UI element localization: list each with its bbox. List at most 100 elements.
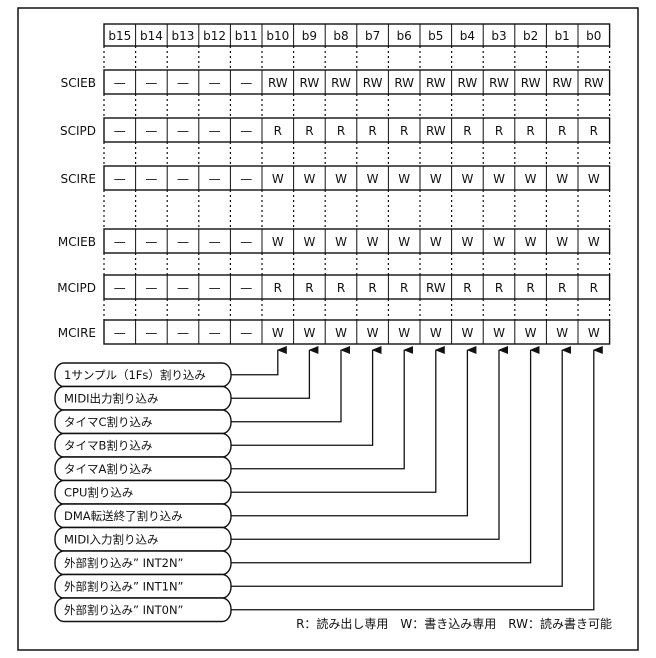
bit-cell-b9: R	[305, 124, 313, 138]
interrupt-source: 1サンプル（1Fs）割り込み	[54, 346, 287, 388]
bit-cell-b9: W	[303, 326, 315, 340]
bit-cell-b1: W	[556, 235, 568, 249]
bit-cell-b0: W	[588, 235, 600, 249]
bit-cell-b13: —	[177, 76, 189, 90]
bit-cell-b8: RW	[331, 76, 351, 90]
bit-cell-b12: —	[209, 172, 221, 186]
bit-cell-b6: W	[398, 326, 410, 340]
bit-cell-b13: —	[177, 281, 189, 295]
bit-cell-b0: W	[588, 326, 600, 340]
interrupt-source: タイマB割り込み	[54, 346, 382, 458]
bit-header-b8: b8	[333, 29, 348, 43]
bit-cell-b3: W	[493, 326, 505, 340]
interrupt-source: MIDI出力割り込み	[54, 346, 319, 411]
bit-cell-b0: R	[590, 281, 598, 295]
register-row-mcieb: MCIEB — — — — — W W W W W W W W W W W	[58, 228, 611, 254]
connector-arrow-b3	[231, 346, 508, 540]
connector-arrow-b4	[231, 346, 477, 517]
bit-cell-b3: R	[495, 281, 503, 295]
bit-cell-b5: W	[430, 326, 442, 340]
bit-cell-b1: W	[556, 172, 568, 186]
bit-cell-b7: R	[368, 281, 376, 295]
register-name: MCIEB	[58, 235, 96, 249]
connector-arrow-b8	[231, 346, 350, 423]
bit-cell-b1: RW	[552, 76, 572, 90]
source-label: 1サンプル（1Fs）割り込み	[64, 368, 206, 382]
interrupt-source: 外部割り込み” INT2N”	[54, 346, 540, 576]
bit-cell-b7: W	[367, 235, 379, 249]
bit-cell-b9: W	[303, 235, 315, 249]
bit-cell-b15: —	[114, 172, 126, 186]
source-label: MIDI出力割り込み	[64, 392, 159, 406]
source-label: MIDI入力割り込み	[64, 533, 159, 547]
bit-header-b6: b6	[397, 29, 412, 43]
bit-header-b12: b12	[203, 29, 226, 43]
bit-cell-b6: R	[400, 124, 408, 138]
bit-cell-b15: —	[114, 235, 126, 249]
bit-cell-b4: R	[463, 281, 471, 295]
connector-arrow-b0	[231, 346, 603, 611]
bit-cell-b9: W	[303, 172, 315, 186]
bit-cell-b11: —	[240, 172, 252, 186]
bit-cell-b10: R	[274, 124, 282, 138]
bit-cell-b12: —	[209, 281, 221, 295]
connector-arrow-b5	[231, 346, 445, 493]
bit-cell-b4: R	[463, 124, 471, 138]
interrupt-source: MIDI入力割り込み	[54, 346, 508, 552]
bit-cell-b14: —	[145, 124, 157, 138]
bit-cell-b2: R	[526, 124, 534, 138]
bit-header-b2: b2	[523, 29, 538, 43]
bit-cell-b9: RW	[300, 76, 320, 90]
bit-cell-b14: —	[145, 76, 157, 90]
bit-cell-b5: RW	[426, 281, 446, 295]
source-label: CPU割り込み	[64, 486, 133, 500]
connector-arrow-b1	[231, 346, 572, 587]
bit-header-b11: b11	[235, 29, 258, 43]
bit-cell-b1: R	[558, 281, 566, 295]
bit-cell-b0: R	[590, 124, 598, 138]
source-label: タイマA割り込み	[64, 462, 152, 476]
bit-cell-b1: W	[556, 326, 568, 340]
register-name: MCIPD	[57, 281, 96, 295]
bit-cell-b12: —	[209, 76, 221, 90]
bit-cell-b5: RW	[426, 76, 446, 90]
bit-cell-b6: RW	[394, 76, 414, 90]
connector-arrow-b10	[231, 346, 287, 376]
bit-cell-b12: —	[209, 326, 221, 340]
source-label: タイマC割り込み	[64, 415, 153, 429]
source-label: タイマB割り込み	[64, 439, 152, 453]
register-row-mcire: MCIRE — — — — — W W W W W W W W W W W	[58, 319, 611, 345]
bit-cell-b10: W	[272, 172, 284, 186]
source-label: DMA転送終了割り込み	[64, 509, 183, 523]
bit-header-b0: b0	[586, 29, 601, 43]
register-row-scieb: SCIEB — — — — — RW RW RW RW RW RW RW RW RW RW RW	[61, 69, 611, 95]
interrupt-source: タイマA割り込み	[54, 346, 414, 482]
bit-header-b7: b7	[365, 29, 380, 43]
bit-cell-b14: —	[145, 235, 157, 249]
bit-cell-b2: W	[525, 326, 537, 340]
bit-cell-b12: —	[209, 235, 221, 249]
bit-cell-b14: —	[145, 281, 157, 295]
bit-cell-b3: R	[495, 124, 503, 138]
bit-cell-b14: —	[145, 326, 157, 340]
bit-cell-b8: W	[335, 235, 347, 249]
interrupt-source: 外部割り込み” INT0N”	[54, 346, 603, 623]
bit-cell-b15: —	[114, 124, 126, 138]
bit-cell-b8: R	[337, 281, 345, 295]
bit-cell-b2: W	[525, 235, 537, 249]
outer-frame	[17, 7, 639, 651]
bit-cell-b0: W	[588, 172, 600, 186]
register-name: SCIRE	[61, 172, 96, 186]
bit-cell-b13: —	[177, 172, 189, 186]
bit-cell-b5: RW	[426, 124, 446, 138]
bit-cell-b11: —	[240, 326, 252, 340]
register-row-scipd: SCIPD — — — — — R R R R R RW R R R R R	[60, 117, 611, 143]
bit-cell-b9: R	[305, 281, 313, 295]
connector-arrow-b6	[231, 346, 414, 470]
bit-cell-b6: W	[398, 172, 410, 186]
bit-cell-b15: —	[114, 326, 126, 340]
bit-header-b9: b9	[302, 29, 317, 43]
bit-cell-b10: W	[272, 235, 284, 249]
register-name: SCIEB	[61, 76, 96, 90]
bit-grid: b15 b14 b13 b12 b11 b10 b9 b8 b7 b6 b5 b4 b3 b2 b1 b0 SC…	[57, 23, 611, 345]
